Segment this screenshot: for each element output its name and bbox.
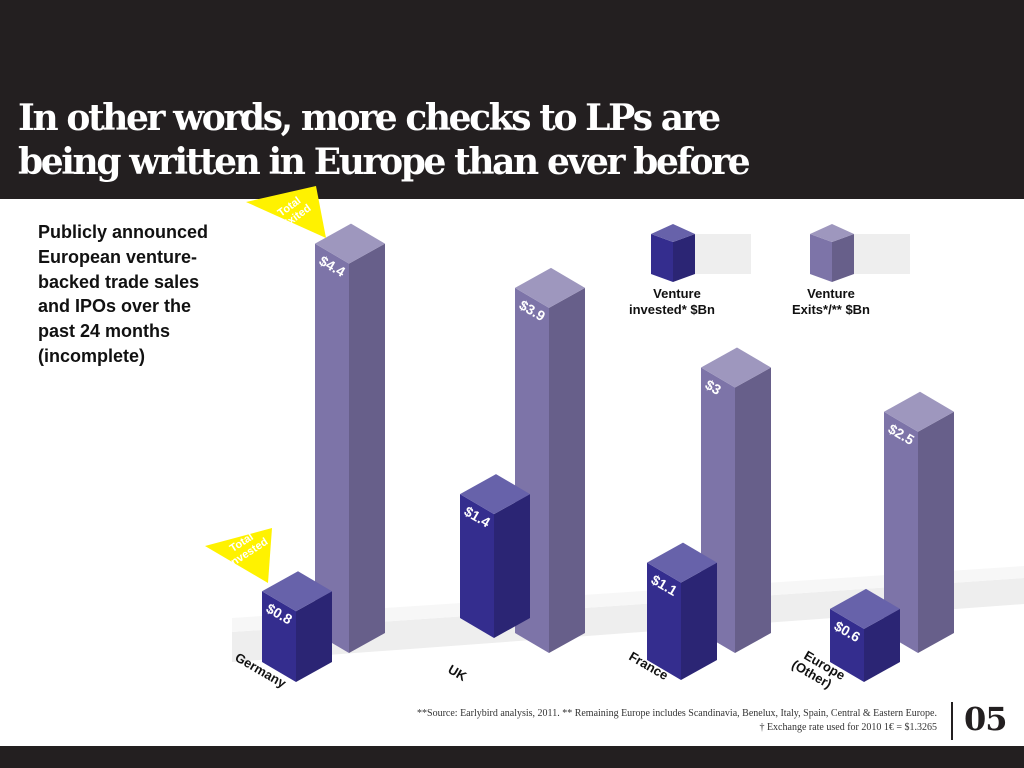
footer-bar bbox=[0, 746, 1024, 768]
bar-invested-1-side bbox=[494, 494, 530, 638]
header-bar bbox=[0, 0, 1024, 199]
page-number: 05 bbox=[964, 700, 1008, 738]
bar-exits-2-top bbox=[701, 347, 771, 388]
floor-shadow-top bbox=[232, 566, 1024, 632]
bar-invested-0-side bbox=[296, 591, 332, 682]
bar-exits-0-front bbox=[315, 243, 349, 653]
bar-exits-2-side bbox=[735, 367, 771, 653]
legend-item-invested: Venture invested* $Bn bbox=[629, 224, 751, 317]
bar-invested-1-top bbox=[460, 474, 530, 515]
bar-exits-0-top bbox=[315, 223, 385, 264]
bar-exits-3: $2.5 bbox=[884, 391, 954, 653]
callout-arrow-invested bbox=[205, 528, 272, 583]
bar-exits-2-value-label: $3 bbox=[703, 376, 725, 398]
bar-invested-2-front bbox=[647, 562, 681, 680]
bar-invested-3-top bbox=[830, 588, 900, 629]
bar-invested-3-front bbox=[830, 608, 864, 682]
bar-exits-3-side bbox=[918, 411, 954, 653]
legend-swatch-invested bbox=[651, 224, 751, 282]
slide-title: In other words, more checks to LPs are b… bbox=[18, 97, 751, 183]
bar-invested-2-side bbox=[681, 562, 717, 680]
legend-item-exits: Venture Exits*/** $Bn bbox=[792, 224, 910, 317]
legend-label-exits-1: Venture bbox=[807, 286, 855, 301]
legend-label-exits-2: Exits*/** $Bn bbox=[792, 302, 870, 317]
page-divider bbox=[951, 702, 953, 740]
bar-invested-3: $0.6 bbox=[830, 588, 900, 682]
bar-exits-1: $3.9 bbox=[515, 267, 585, 653]
source-footnote: **Source: Earlybird analysis, 2011. ** R… bbox=[417, 707, 937, 735]
legend-label-invested-2: invested* $Bn bbox=[629, 302, 715, 317]
bar-invested-3-side bbox=[864, 608, 900, 682]
bar-exits-0: $4.4 bbox=[315, 223, 385, 653]
source-line-2: † Exchange rate used for 2010 1€ = $1.32… bbox=[759, 722, 937, 733]
bar-exits-0-side bbox=[349, 243, 385, 653]
floor-shadow bbox=[232, 578, 1024, 662]
chart-bars: $4.4$0.8 $3.9$1.4 $3 $1.1 $2.5$0.6 bbox=[262, 223, 954, 682]
bar-invested-1: $1.4 bbox=[460, 474, 530, 638]
bar-invested-1-front bbox=[460, 494, 494, 638]
bar-exits-1-top bbox=[515, 267, 585, 308]
bar-invested-2-top bbox=[647, 542, 717, 583]
legend-label-invested-1: Venture bbox=[653, 286, 701, 301]
chart-floor bbox=[232, 566, 1024, 662]
callout-total-invested: Total Invested bbox=[205, 528, 272, 583]
category-label-1: UK bbox=[446, 662, 470, 685]
chart-legend: Venture invested* $Bn Venture Exits*/** … bbox=[629, 224, 910, 317]
bar-invested-0: $0.8 bbox=[262, 571, 332, 682]
bar-invested-2: $1.1 bbox=[647, 542, 717, 680]
bar-exits-1-side bbox=[549, 287, 585, 653]
bar-invested-0-top bbox=[262, 571, 332, 612]
bar-exits-3-top bbox=[884, 391, 954, 432]
bar-invested-0-front bbox=[262, 591, 296, 682]
legend-swatch-exits bbox=[810, 224, 910, 282]
bar-exits-3-front bbox=[884, 411, 918, 653]
callout-arrow-exited bbox=[246, 186, 326, 238]
callout-total-exited: Total Exited bbox=[246, 186, 326, 238]
source-line-1: **Source: Earlybird analysis, 2011. ** R… bbox=[417, 708, 937, 719]
chart-subtitle: Publicly announced European venture-back… bbox=[38, 222, 209, 366]
